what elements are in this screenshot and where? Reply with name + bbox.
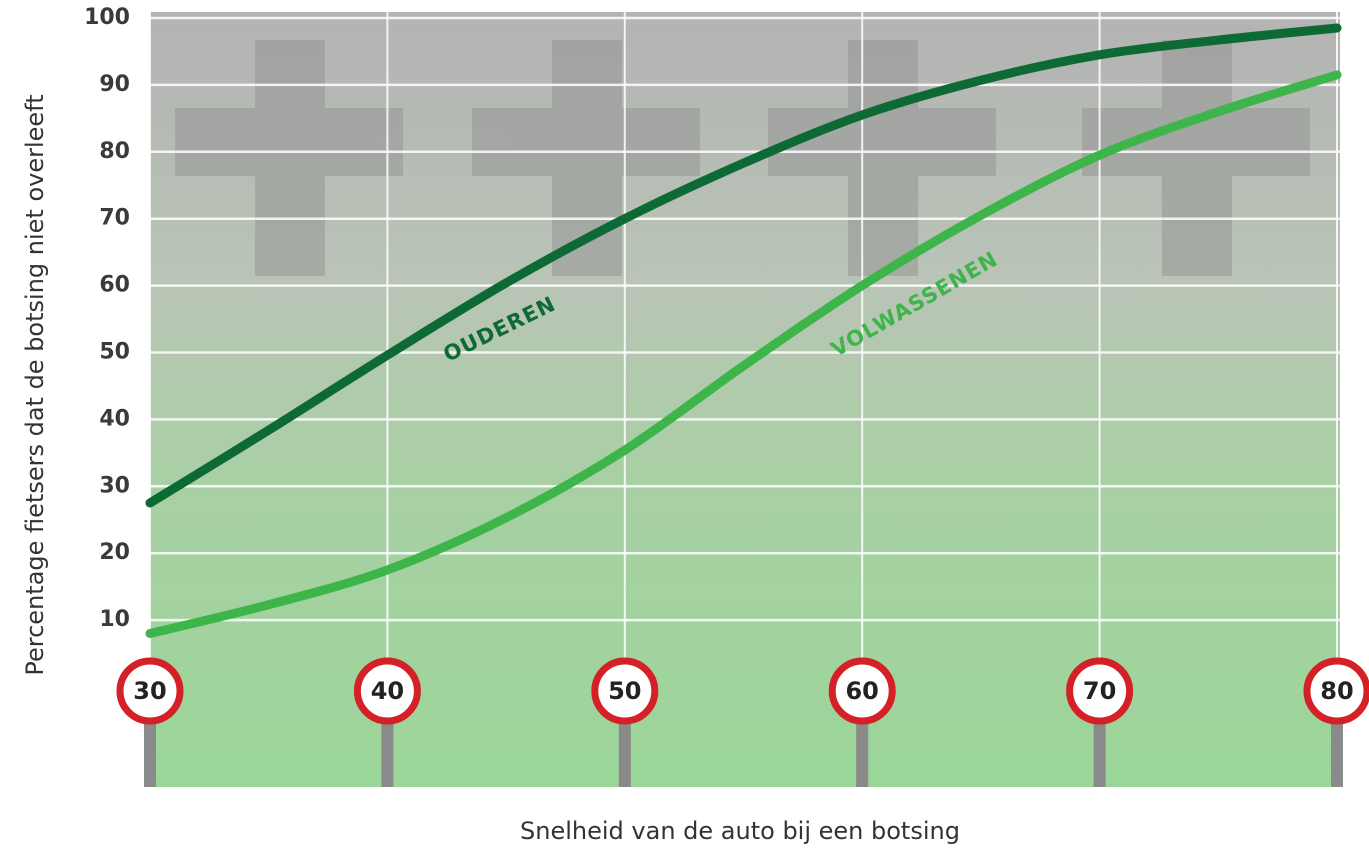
sign-post bbox=[1331, 715, 1343, 787]
sign-post bbox=[856, 715, 868, 787]
sign-post bbox=[381, 715, 393, 787]
sign-post bbox=[144, 715, 156, 787]
chart: OUDERENVOLWASSENEN 304050607080 Snelheid… bbox=[0, 0, 1369, 853]
y-tick-label: 20 bbox=[99, 540, 130, 565]
x-axis-title: Snelheid van de auto bij een botsing bbox=[520, 817, 960, 845]
y-tick-label: 90 bbox=[99, 72, 130, 97]
y-tick-label: 30 bbox=[99, 473, 130, 498]
sign-post bbox=[619, 715, 631, 787]
y-tick-label: 70 bbox=[99, 206, 130, 231]
y-tick-label: 40 bbox=[99, 406, 130, 431]
x-tick-label: 50 bbox=[608, 677, 641, 705]
sign-post bbox=[1094, 715, 1106, 787]
y-tick-label: 10 bbox=[99, 607, 130, 632]
y-tick-label: 50 bbox=[99, 340, 130, 365]
y-tick-label: 60 bbox=[99, 273, 130, 298]
y-tick-label: 80 bbox=[99, 139, 130, 164]
x-tick-label: 60 bbox=[845, 677, 878, 705]
x-tick-label: 70 bbox=[1083, 677, 1116, 705]
x-tick-label: 40 bbox=[371, 677, 404, 705]
x-tick-label: 30 bbox=[133, 677, 166, 705]
y-axis-title: Percentage fietsers dat de botsing niet … bbox=[21, 94, 49, 675]
y-tick-label: 100 bbox=[84, 5, 130, 30]
x-tick-label: 80 bbox=[1320, 677, 1353, 705]
